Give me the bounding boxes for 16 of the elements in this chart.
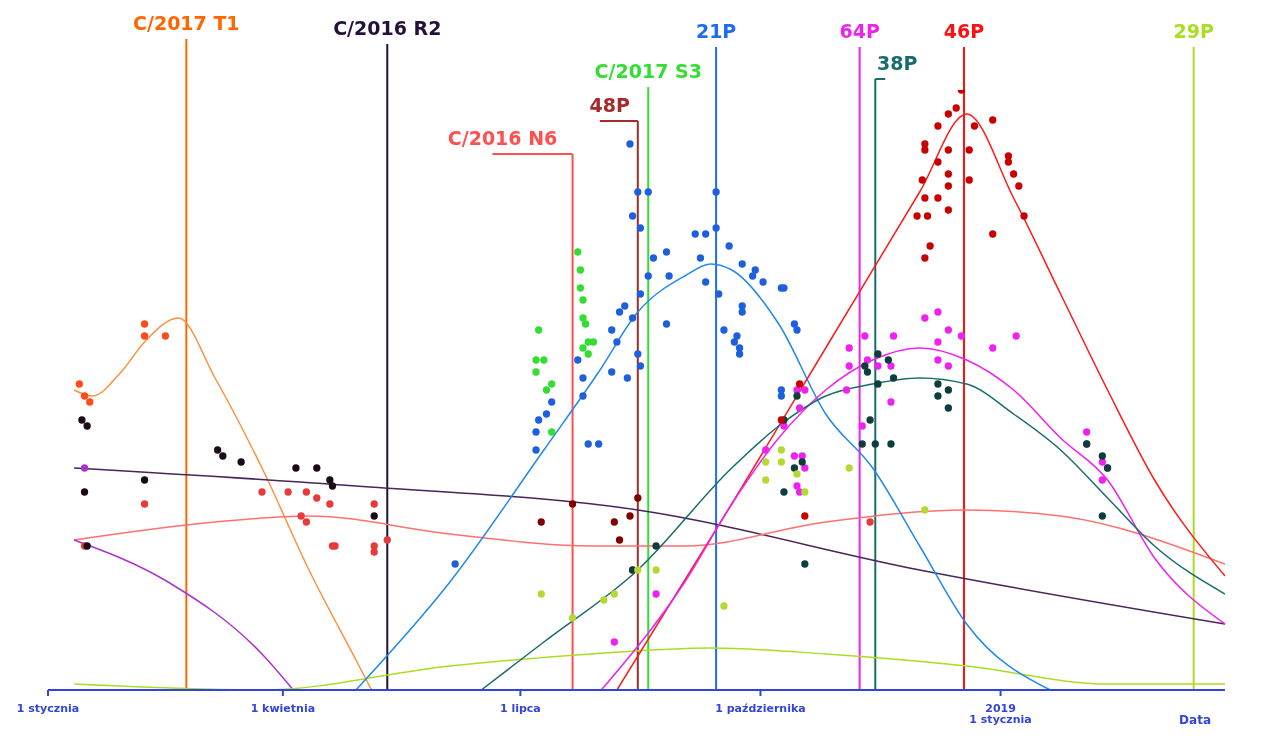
x-axis-title: Data	[1179, 713, 1211, 727]
ref-line-label: 48P	[589, 94, 631, 116]
ref-line-label: 46P	[943, 20, 985, 42]
ref-line-label: 64P	[839, 20, 880, 42]
ref-line-label: C/2017 S3	[594, 60, 702, 82]
ref-line-label: 29P	[1173, 20, 1214, 42]
x-tick-label: 1 kwietnia	[250, 702, 316, 715]
ref-line-label: 21P	[695, 20, 737, 42]
ref-line-label: C/2017 T1	[133, 12, 240, 34]
ref-line-label: 38P	[877, 52, 918, 74]
x-tick-label: 1 stycznia	[16, 702, 80, 715]
x-tick-label: 2019 1 stycznia	[969, 702, 1032, 726]
x-tick-label: 1 lipca	[499, 702, 541, 715]
x-tick-label: 1 października	[715, 702, 806, 715]
ref-line-label: C/2016 N6	[447, 127, 558, 149]
ref-line-label: C/2016 R2	[333, 17, 442, 39]
